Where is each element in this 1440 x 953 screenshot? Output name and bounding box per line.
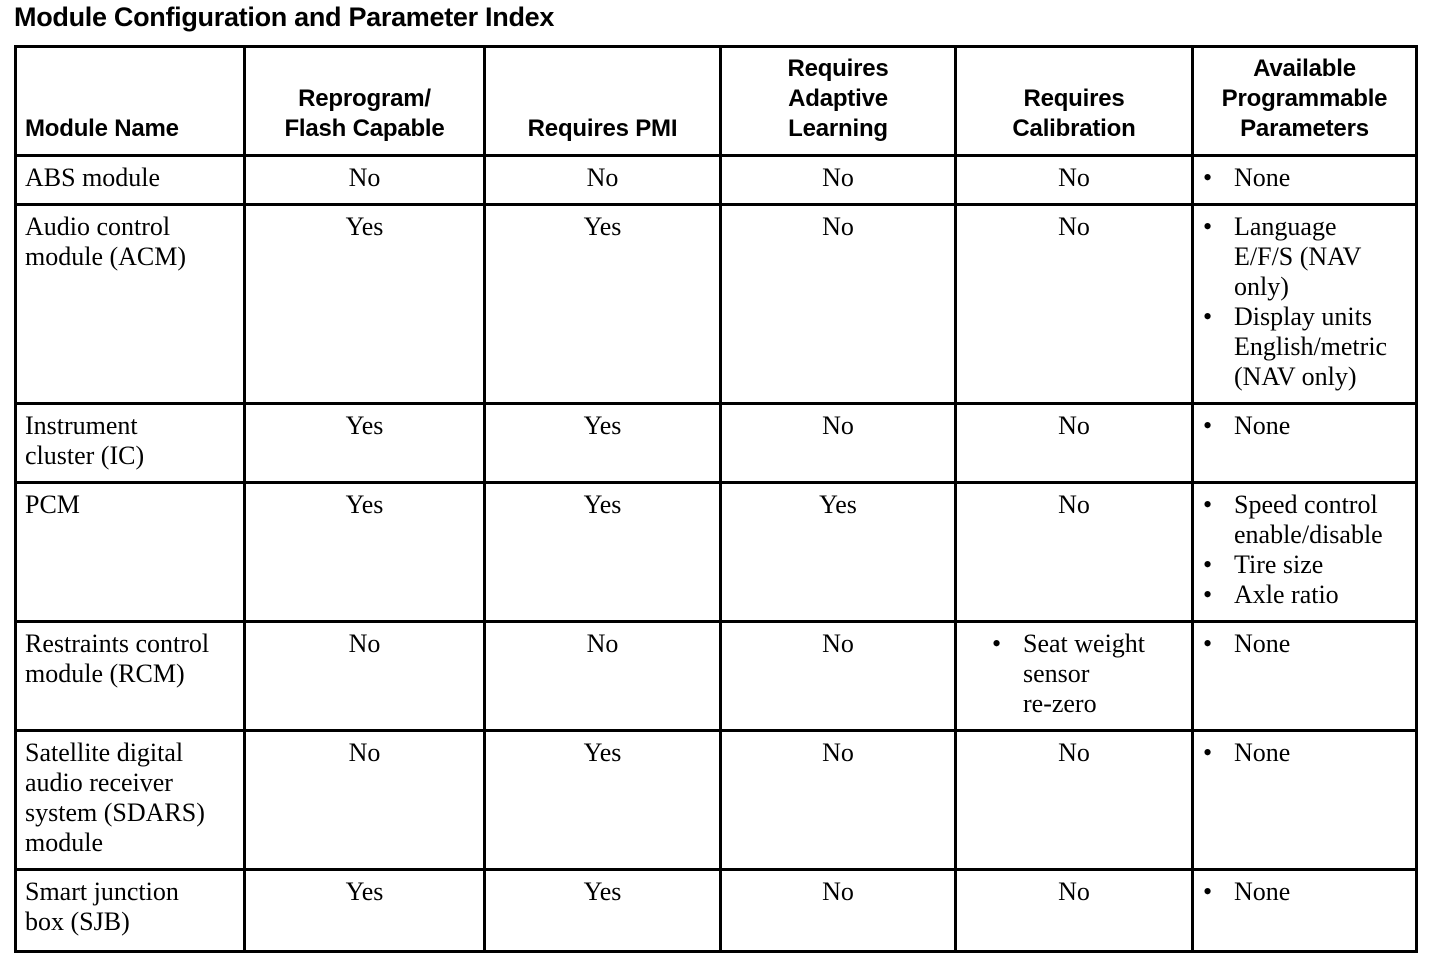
bullet-icon: •	[1203, 411, 1213, 440]
header-row: Module Name Reprogram/ Flash Capable Req…	[14, 45, 1418, 157]
bullet-icon: •	[992, 629, 1002, 658]
bullet-icon: •	[1203, 302, 1213, 331]
cell-reprogram-flash-capable: No	[243, 620, 486, 732]
cell-available-programmable-parameters: • Language E/F/S (NAV only) • Display units…	[1191, 203, 1418, 405]
bullet-list-item: • Language E/F/S (NAV only)	[1203, 212, 1407, 302]
bullet-item-text: Display units English/metric (NAV only)	[1234, 302, 1388, 391]
module-config-table: Module Name Reprogram/ Flash Capable Req…	[14, 45, 1418, 953]
bullet-list-item: • Seat weight sensor re-zero	[992, 629, 1183, 719]
col-header-requires-adaptive-learning: Requires Adaptive Learning	[719, 45, 957, 157]
bullet-icon: •	[1203, 629, 1213, 658]
bullet-icon: •	[1203, 163, 1213, 192]
col-header-module-name: Module Name	[14, 45, 246, 157]
table-row: ABS module No No No No • None	[14, 154, 1418, 206]
bullet-item-text: None	[1234, 411, 1291, 440]
bullet-list-item: • Speed control enable/disable	[1203, 490, 1407, 550]
col-header-reprogram-flash-capable: Reprogram/ Flash Capable	[243, 45, 486, 157]
cell-requires-adaptive-learning: No	[719, 154, 957, 206]
table-row: Restraints control module (RCM) No No No • Se…	[14, 620, 1418, 732]
cell-available-programmable-parameters: • None	[1191, 402, 1418, 484]
col-header-available-programmable-parameters: Available Programmable Parameters	[1191, 45, 1418, 157]
cell-requires-adaptive-learning: Yes	[719, 481, 957, 623]
cell-reprogram-flash-capable: Yes	[243, 868, 486, 953]
cell-requires-pmi: Yes	[483, 402, 722, 484]
bullet-list-item: • Display units English/metric (NAV only)	[1203, 302, 1407, 392]
cell-requires-pmi: Yes	[483, 481, 722, 623]
bullet-list-item: • Tire size	[1203, 550, 1407, 580]
cell-available-programmable-parameters: • None	[1191, 154, 1418, 206]
bullet-icon: •	[1203, 550, 1213, 579]
cell-requires-adaptive-learning: No	[719, 868, 957, 953]
cell-requires-pmi: No	[483, 620, 722, 732]
cell-module-name: PCM	[14, 481, 246, 623]
cell-module-name: Satellite digital audio receiver system …	[14, 729, 246, 871]
cell-requires-calibration: No	[954, 729, 1194, 871]
bullet-list-item: • Axle ratio	[1203, 580, 1407, 610]
cell-available-programmable-parameters: • Speed control enable/disable • Tire size •…	[1191, 481, 1418, 623]
bullet-icon: •	[1203, 877, 1213, 906]
cell-module-name: Audio control module (ACM)	[14, 203, 246, 405]
cell-available-programmable-parameters: • None	[1191, 868, 1418, 953]
table-row: PCM Yes Yes Yes No • Speed control enable/disa…	[14, 481, 1418, 623]
cell-requires-calibration: No	[954, 203, 1194, 405]
bullet-icon: •	[1203, 490, 1213, 519]
cell-requires-pmi: Yes	[483, 203, 722, 405]
table-body: ABS module No No No No • None Audio control mod…	[14, 154, 1418, 953]
table-row: Instrument cluster (IC) Yes Yes No No • None	[14, 402, 1418, 484]
col-header-requires-calibration: Requires Calibration	[954, 45, 1194, 157]
table-row: Smart junction box (SJB) Yes Yes No No • None	[14, 868, 1418, 953]
bullet-list-item: • None	[1203, 738, 1407, 768]
cell-requires-adaptive-learning: No	[719, 729, 957, 871]
cell-available-programmable-parameters: • None	[1191, 729, 1418, 871]
cell-requires-pmi: No	[483, 154, 722, 206]
bullet-item-text: None	[1234, 163, 1291, 192]
page-title: Module Configuration and Parameter Index	[14, 2, 555, 32]
cell-requires-pmi: Yes	[483, 729, 722, 871]
bullet-icon: •	[1203, 580, 1213, 609]
col-header-requires-pmi: Requires PMI	[483, 45, 722, 157]
cell-module-name: Smart junction box (SJB)	[14, 868, 246, 953]
cell-module-name: Restraints control module (RCM)	[14, 620, 246, 732]
cell-module-name: Instrument cluster (IC)	[14, 402, 246, 484]
cell-requires-adaptive-learning: No	[719, 203, 957, 405]
bullet-item-text: Tire size	[1234, 550, 1324, 579]
bullet-list-item: • None	[1203, 629, 1407, 659]
cell-reprogram-flash-capable: Yes	[243, 481, 486, 623]
bullet-item-text: None	[1234, 877, 1291, 906]
cell-requires-calibration: No	[954, 868, 1194, 953]
cell-requires-adaptive-learning: No	[719, 620, 957, 732]
cell-requires-calibration: • Seat weight sensor re-zero	[954, 620, 1194, 732]
cell-requires-calibration: No	[954, 402, 1194, 484]
cell-available-programmable-parameters: • None	[1191, 620, 1418, 732]
cell-requires-pmi: Yes	[483, 868, 722, 953]
cell-requires-calibration: No	[954, 481, 1194, 623]
cell-reprogram-flash-capable: Yes	[243, 203, 486, 405]
bullet-item-text: Axle ratio	[1234, 580, 1339, 609]
bullet-item-text: None	[1234, 629, 1291, 658]
bullet-item-text: None	[1234, 738, 1291, 767]
cell-module-name: ABS module	[14, 154, 246, 206]
bullet-list-item: • None	[1203, 163, 1407, 193]
bullet-item-text: Language E/F/S (NAV only)	[1234, 212, 1362, 301]
cell-reprogram-flash-capable: No	[243, 729, 486, 871]
bullet-item-text: Seat weight sensor re-zero	[1023, 629, 1146, 718]
bullet-item-text: Speed control enable/disable	[1234, 490, 1383, 549]
cell-reprogram-flash-capable: Yes	[243, 402, 486, 484]
table-row: Satellite digital audio receiver system …	[14, 729, 1418, 871]
bullet-icon: •	[1203, 212, 1213, 241]
cell-requires-adaptive-learning: No	[719, 402, 957, 484]
bullet-list-item: • None	[1203, 877, 1407, 907]
bullet-icon: •	[1203, 738, 1213, 767]
cell-reprogram-flash-capable: No	[243, 154, 486, 206]
table-row: Audio control module (ACM) Yes Yes No No • Lan…	[14, 203, 1418, 405]
bullet-list-item: • None	[1203, 411, 1407, 441]
cell-requires-calibration: No	[954, 154, 1194, 206]
